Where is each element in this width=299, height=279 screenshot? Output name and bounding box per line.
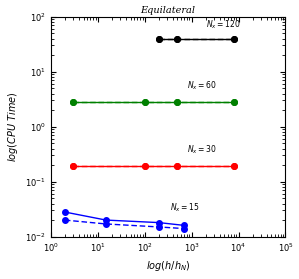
Text: $N_x = 60$: $N_x = 60$ — [187, 79, 217, 92]
Text: $N_x = 120$: $N_x = 120$ — [206, 18, 240, 30]
X-axis label: $log(h/h_N)$: $log(h/h_N)$ — [146, 259, 190, 273]
Text: $N_x = 15$: $N_x = 15$ — [170, 201, 200, 214]
Title: Equilateral: Equilateral — [141, 6, 196, 15]
Y-axis label: $log(CPU\ Time)$: $log(CPU\ Time)$ — [6, 91, 19, 162]
Text: $N_x = 30$: $N_x = 30$ — [187, 143, 217, 156]
